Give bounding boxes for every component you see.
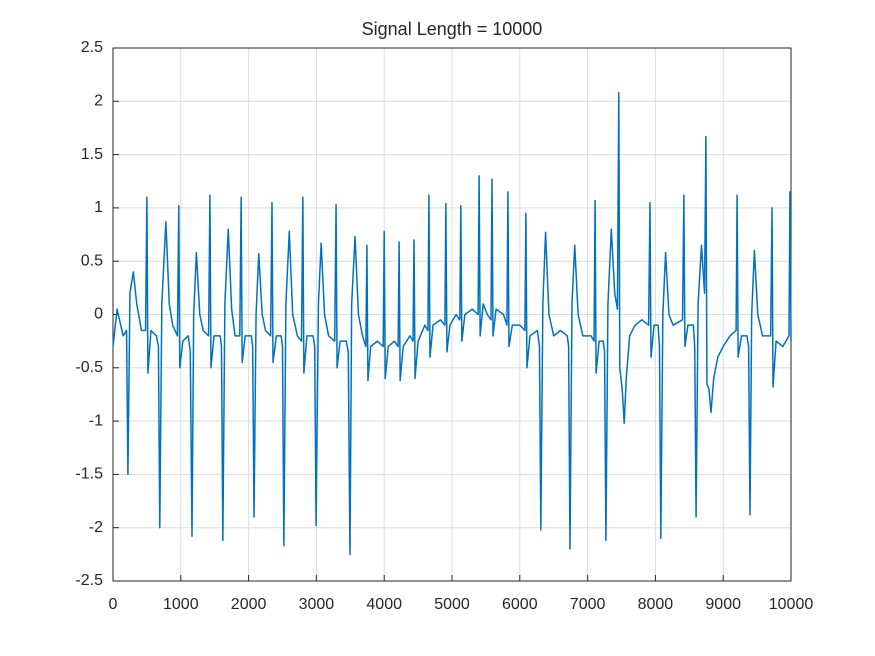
x-tick-label: 6000 (502, 596, 538, 613)
x-tick-label: 8000 (638, 596, 674, 613)
x-tick-label: 1000 (163, 596, 199, 613)
chart-title: Signal Length = 10000 (362, 19, 543, 39)
y-tick-label: 1 (94, 199, 103, 216)
y-tick-label: -2 (89, 519, 103, 536)
x-tick-label: 4000 (366, 596, 402, 613)
y-tick-label: -2.5 (75, 572, 103, 589)
x-tick-label: 2000 (231, 596, 267, 613)
y-tick-label: -0.5 (75, 359, 103, 376)
y-tick-label: 1.5 (81, 146, 103, 163)
y-tick-label: 0.5 (81, 252, 103, 269)
y-tick-label: 0 (94, 306, 103, 323)
y-tick-label: -1.5 (75, 466, 103, 483)
y-tick-label: 2 (94, 93, 103, 110)
x-tick-label: 3000 (299, 596, 335, 613)
x-tick-label: 10000 (769, 596, 814, 613)
x-tick-label: 7000 (570, 596, 606, 613)
y-tick-label: -1 (89, 412, 103, 429)
x-tick-label: 0 (109, 596, 118, 613)
x-tick-label: 9000 (705, 596, 741, 613)
y-tick-label: 2.5 (81, 39, 103, 56)
x-tick-label: 5000 (434, 596, 470, 613)
signal-line (112, 92, 792, 556)
